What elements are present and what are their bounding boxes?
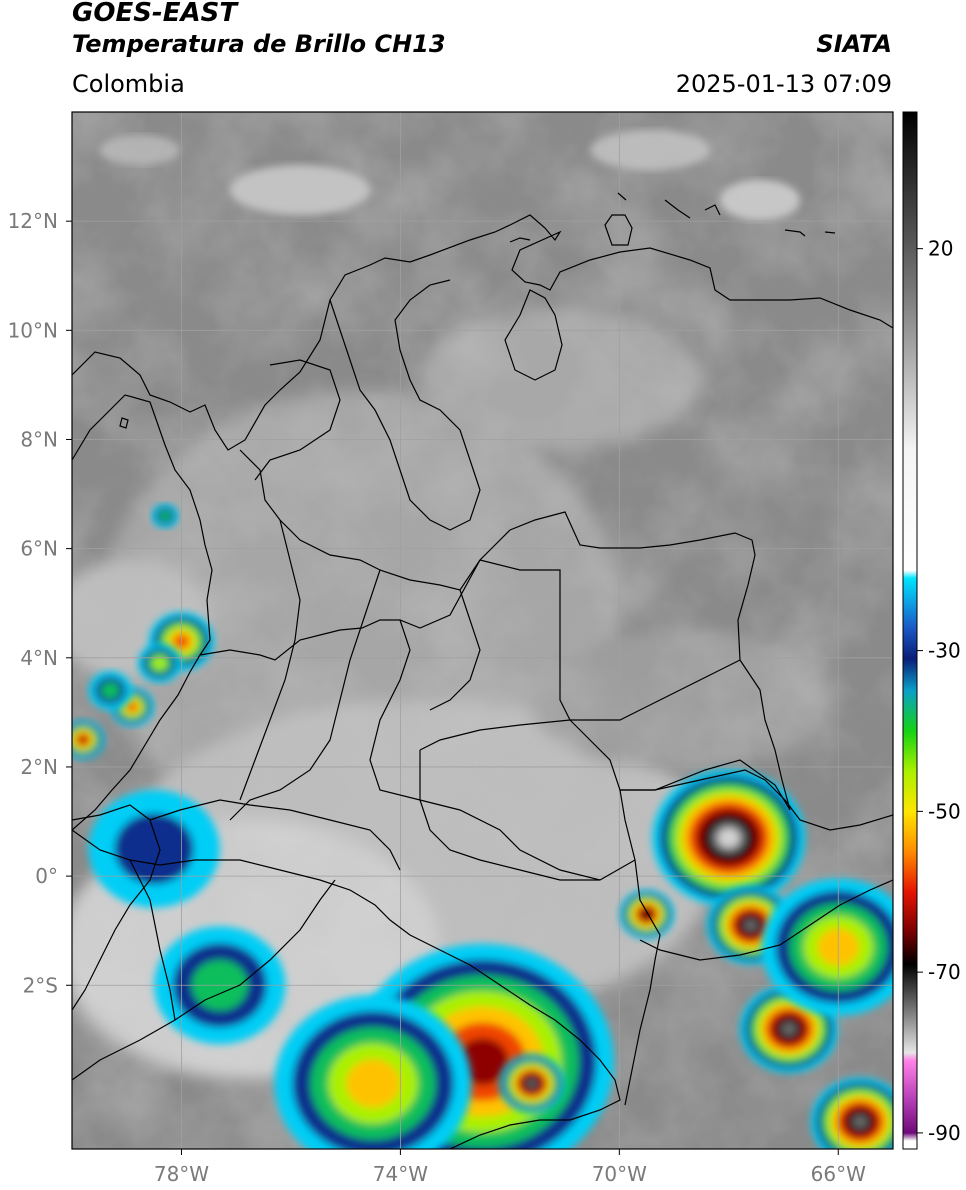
- san-andres: [119, 417, 129, 429]
- colorbar-ticks: 20 -30 -50 -70 -90: [917, 237, 961, 1145]
- lat-tick-label: 6°N: [20, 537, 58, 561]
- ecuador-inner: [129, 859, 176, 1021]
- lat-tick-label: 8°N: [20, 427, 58, 451]
- storm-cell: [652, 769, 806, 907]
- storm-cell-contour: [717, 828, 740, 848]
- storm-cell: [761, 878, 893, 1016]
- storm-cell-contour: [114, 813, 194, 885]
- colorbar-tick-label: -50: [928, 799, 961, 823]
- peru-border: [72, 829, 621, 1149]
- lat-tick-label: 10°N: [8, 318, 58, 342]
- ecuador-coast: [72, 804, 161, 1011]
- gulf-of-venezuela-coast: [504, 289, 563, 381]
- storm-cell: [619, 889, 675, 939]
- datetime-label: 2025-01-13 07:09: [675, 70, 892, 98]
- boundaries-layer: [72, 192, 893, 1149]
- lon-tick-label: 78°W: [154, 1162, 209, 1186]
- pacific-caribbean-coastline: [72, 214, 893, 451]
- storm-cell-contour: [159, 510, 171, 522]
- western-coast: [72, 394, 213, 831]
- dept-line-6: [419, 719, 571, 751]
- storm-cell-contour: [127, 702, 138, 712]
- storm-cell: [810, 1077, 893, 1149]
- colombia-outer-border: [199, 511, 791, 1106]
- lat-tick-label: 4°N: [20, 646, 58, 670]
- peru-brazil-line: [639, 879, 893, 961]
- dept-line-1: [239, 449, 481, 591]
- islands-east: [704, 204, 836, 237]
- region-label: Colombia: [72, 70, 185, 98]
- storm-cell-contour: [526, 1078, 537, 1089]
- storm-cell: [498, 1054, 565, 1113]
- colorbar: 20 -30 -50 -70 -90: [902, 111, 961, 1150]
- storm-cell-contour: [781, 1021, 797, 1036]
- dept-line-2: [329, 279, 481, 531]
- map-canvas: [72, 112, 893, 1149]
- colorbar-tick-label: -90: [928, 1121, 961, 1145]
- lat-tick-label: 0°: [35, 864, 58, 888]
- storm-cell-contour: [743, 919, 758, 932]
- satellite-title: GOES-EAST: [72, 0, 238, 28]
- convective-cells-layer: [72, 503, 893, 1149]
- colorbar-ramp: [903, 112, 917, 1149]
- product-title: Temperatura de Brillo CH13: [72, 30, 446, 58]
- storm-cell: [88, 789, 220, 908]
- latitude-axis: 12°N 10°N 8°N 6°N 4°N 2°N 0° 2°S: [8, 209, 72, 997]
- colorbar-tick-label: -70: [928, 960, 961, 984]
- dept-line-8: [429, 589, 481, 711]
- storm-cell-contour: [152, 656, 167, 670]
- graticule: [72, 112, 893, 1149]
- map-frame: [71, 111, 894, 1150]
- lon-tick-label: 70°W: [592, 1162, 647, 1186]
- storm-cell-contour: [852, 1114, 868, 1129]
- colorbar-frame: [902, 111, 918, 1150]
- aruba-island: [617, 192, 627, 201]
- dept-line-3: [254, 359, 341, 481]
- lon-tick-label: 66°W: [811, 1162, 866, 1186]
- storm-cell: [274, 995, 472, 1149]
- brazil-border-east: [620, 769, 893, 831]
- storm-cell-contour: [346, 1059, 400, 1108]
- dept-line-7: [239, 519, 301, 801]
- agency-label: SIATA: [816, 30, 892, 58]
- venezuela-brazil-border: [569, 719, 621, 791]
- storm-cell-contour: [100, 682, 120, 699]
- storm-cell: [151, 503, 179, 529]
- colorbar-tick-label: 20: [928, 237, 953, 261]
- orinoco-border: [479, 559, 741, 721]
- lon-tick-label: 74°W: [373, 1162, 428, 1186]
- storm-cell: [72, 720, 105, 760]
- amazon-dept-line: [419, 750, 600, 881]
- longitude-axis: 78°W 74°W 70°W 66°W: [154, 1149, 866, 1186]
- storm-cell-contour: [78, 735, 88, 744]
- storm-cell: [137, 643, 182, 683]
- paraguana: [604, 214, 633, 246]
- dept-line-4: [229, 569, 381, 821]
- curacao-island: [664, 199, 691, 219]
- dept-line-9: [149, 799, 401, 871]
- storm-cell: [88, 670, 133, 711]
- lake-maracaibo-inner: [509, 237, 531, 243]
- colorbar-tick-label: -30: [928, 639, 961, 663]
- lat-tick-label: 2°N: [20, 755, 58, 779]
- lat-tick-label: 2°S: [23, 973, 58, 997]
- lat-tick-label: 12°N: [8, 209, 58, 233]
- ecuador-peru-border: [72, 879, 336, 1081]
